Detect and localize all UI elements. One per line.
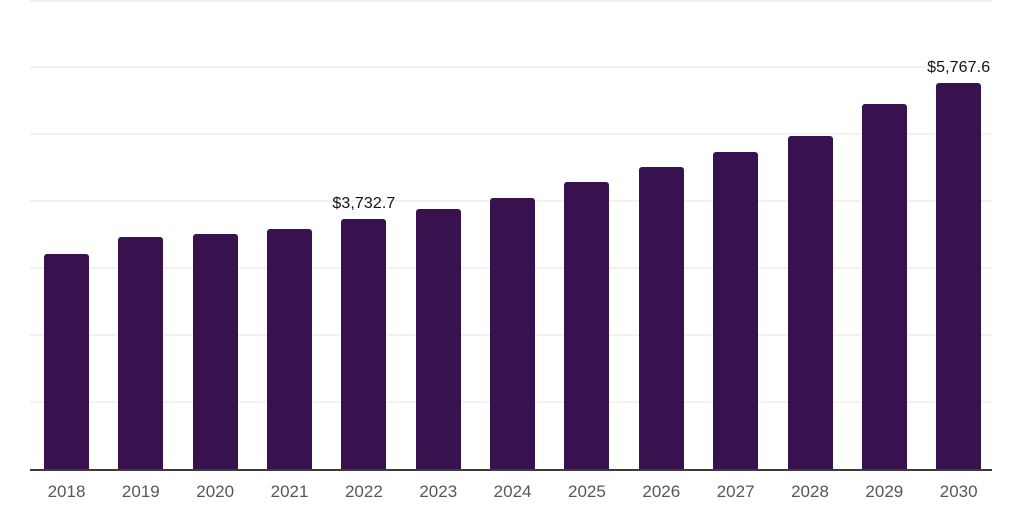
bar-2026 xyxy=(638,166,684,469)
x-tick-2027: 2027 xyxy=(716,482,755,501)
x-tick-2022: 2022 xyxy=(344,482,383,501)
x-tick-2025: 2025 xyxy=(568,482,606,501)
value-label-2022: $3,732.7 xyxy=(332,194,396,212)
x-tick-2030: 2030 xyxy=(939,482,978,501)
bar-2027 xyxy=(713,152,759,469)
bar-2023 xyxy=(415,209,461,469)
x-axis-labels: 2018 2019 2020 2021 2022 2023 2024 2025 2026 2027… xyxy=(30,482,992,504)
gridline-6000 xyxy=(30,66,992,68)
x-tick-2023: 2023 xyxy=(419,482,458,501)
x-tick-2024: 2024 xyxy=(493,482,532,501)
bar-2030 xyxy=(936,82,982,469)
x-tick-2021: 2021 xyxy=(270,482,309,501)
plot-area: $3,732.7 $5,767.6 xyxy=(30,0,992,471)
x-tick-2026: 2026 xyxy=(642,482,681,501)
bar-2021 xyxy=(267,229,313,469)
x-tick-2029: 2029 xyxy=(865,482,904,501)
bar-2018 xyxy=(44,253,89,469)
x-tick-2019: 2019 xyxy=(121,482,160,501)
x-tick-2028: 2028 xyxy=(791,482,829,501)
bar-2024 xyxy=(490,198,536,469)
bar-2019 xyxy=(118,237,164,469)
bar-2029 xyxy=(861,103,907,469)
bar-2028 xyxy=(787,136,833,469)
bar-2025 xyxy=(564,181,610,469)
gridline-5000 xyxy=(30,133,992,135)
x-tick-2020: 2020 xyxy=(196,482,235,501)
bar-2022 xyxy=(341,218,387,469)
x-tick-2018: 2018 xyxy=(47,482,86,501)
value-label-2030: $5,767.6 xyxy=(927,58,991,76)
bar-2020 xyxy=(192,233,238,469)
gridline-7000 xyxy=(30,0,992,2)
